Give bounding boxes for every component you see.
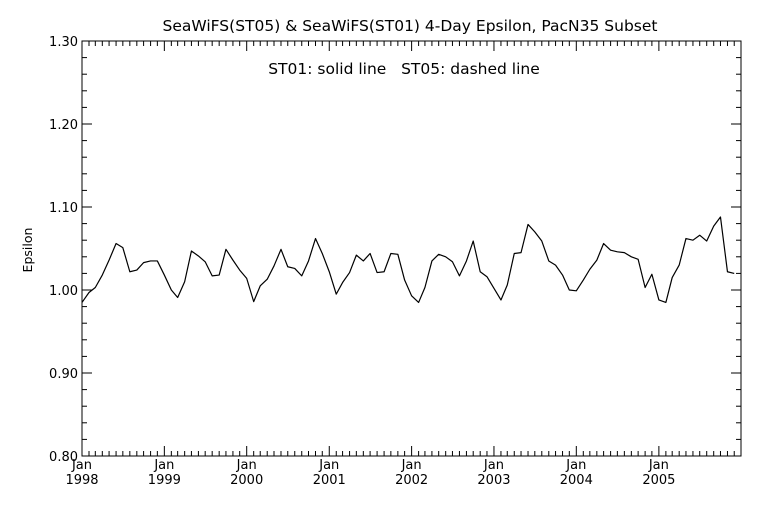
x-tick-year-label: 1998 [65, 473, 98, 488]
y-tick-label: 0.80 [49, 450, 78, 465]
y-tick-label: 1.20 [49, 118, 78, 133]
y-tick-label: 1.10 [49, 201, 78, 216]
series-line-st01 [81, 216, 735, 304]
x-tick-month-label: Jan [401, 458, 422, 473]
line-style-annotation: ST01: solid line ST05: dashed line [268, 60, 540, 78]
x-tick-year-label: 2003 [477, 473, 510, 488]
y-tick-label: 1.00 [49, 284, 78, 299]
x-tick-month-label: Jan [153, 458, 174, 473]
chart-title: SeaWiFS(ST05) & SeaWiFS(ST01) 4-Day Epsi… [163, 17, 658, 35]
x-tick-month-label: Jan [565, 458, 586, 473]
y-tick-label: 1.30 [49, 35, 78, 50]
y-axis-label: Epsilon [20, 228, 35, 273]
tick-labels: 0.800.901.001.101.201.30Jan1998Jan1999Ja… [49, 35, 675, 488]
x-tick-month-label: Jan [318, 458, 339, 473]
x-tick-month-label: Jan [71, 458, 92, 473]
x-tick-year-label: 2000 [230, 473, 263, 488]
x-tick-year-label: 1999 [148, 473, 181, 488]
x-tick-month-label: Jan [236, 458, 257, 473]
plot-frame [81, 40, 742, 457]
axis-ticks [81, 40, 741, 457]
y-tick-label: 0.90 [49, 367, 78, 382]
series-layer [81, 216, 735, 304]
x-tick-year-label: 2005 [642, 473, 675, 488]
x-tick-year-label: 2004 [560, 473, 593, 488]
x-tick-month-label: Jan [483, 458, 504, 473]
x-tick-year-label: 2002 [395, 473, 428, 488]
x-tick-month-label: Jan [648, 458, 669, 473]
x-tick-year-label: 2001 [313, 473, 346, 488]
